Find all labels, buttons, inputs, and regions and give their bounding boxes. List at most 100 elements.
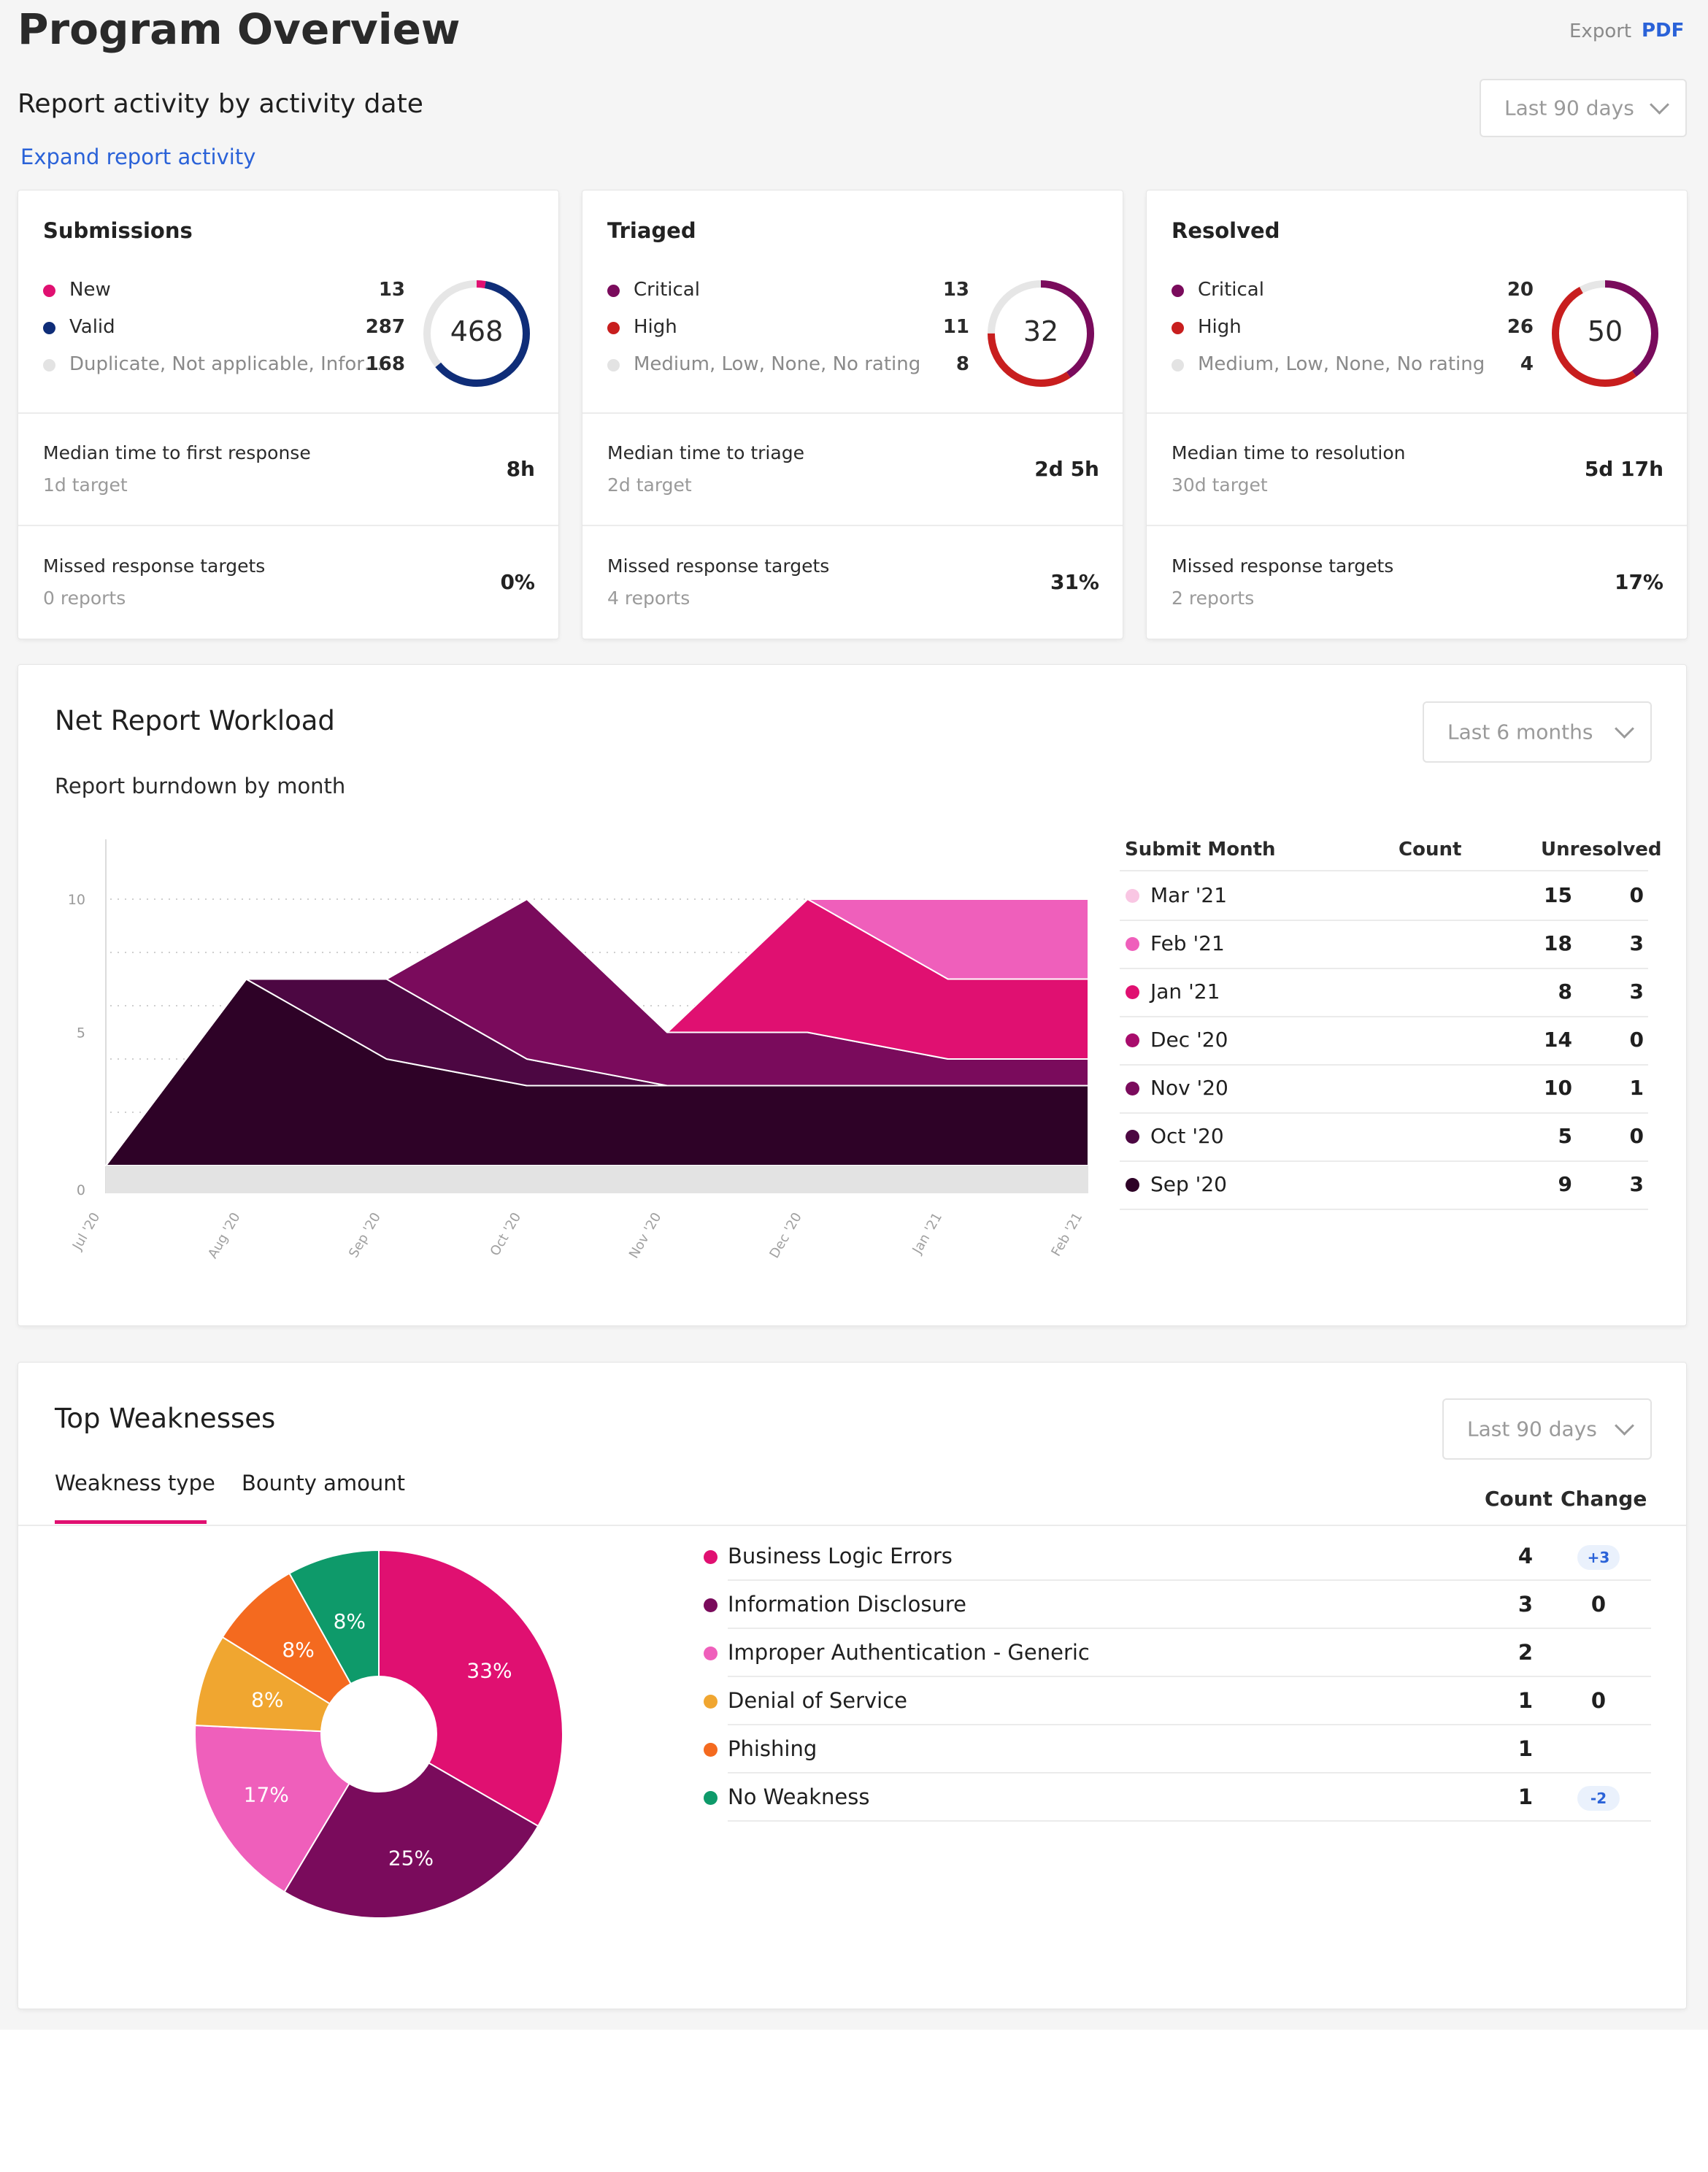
- metric-donut: [988, 280, 1094, 387]
- unresolved-cell: 1: [1629, 1076, 1644, 1100]
- month-cell: Jan '21: [1150, 979, 1220, 1004]
- unresolved-cell: 0: [1629, 1028, 1644, 1052]
- tab-weakness-type[interactable]: Weakness type: [55, 1471, 215, 1495]
- weakness-row: Phishing 1: [701, 1725, 1651, 1774]
- month-color-dot: [1126, 937, 1139, 951]
- y-tick-label: 10: [68, 892, 85, 908]
- tab-bounty-amount[interactable]: Bounty amount: [242, 1471, 406, 1495]
- card-divider: [582, 525, 1123, 526]
- weakness-name: Information Disclosure: [728, 1592, 966, 1617]
- workload-title: Net Report Workload: [55, 705, 335, 736]
- median-target: 2d target: [607, 474, 692, 496]
- weaknesses-range-dropdown[interactable]: Last 90 days: [1442, 1398, 1652, 1460]
- count-cell: 10: [1544, 1076, 1572, 1100]
- month-cell: Feb '21: [1150, 931, 1225, 955]
- weaknesses-title: Top Weaknesses: [55, 1403, 276, 1434]
- metric-total: 50: [1587, 315, 1623, 347]
- pie-slice-label: 8%: [282, 1638, 314, 1662]
- weakness-count: 2: [1517, 1640, 1533, 1665]
- expand-report-activity-link[interactable]: Expand report activity: [20, 145, 256, 169]
- weakness-name: Improper Authentication - Generic: [728, 1640, 1090, 1665]
- pie-slice: [283, 1733, 539, 1919]
- table-row: Mar '21 15 0: [1120, 871, 1648, 921]
- workload-range-value: Last 6 months: [1447, 720, 1593, 744]
- legend-row: High 11: [607, 313, 969, 342]
- pie-slice-label: 17%: [244, 1783, 289, 1807]
- donut-segment: [423, 280, 530, 387]
- change-badge: -2: [1577, 1786, 1620, 1811]
- month-color-dot: [1126, 985, 1139, 999]
- x-tick-label: Jul '20: [69, 1210, 103, 1253]
- missed-value: 17%: [1614, 570, 1663, 594]
- activity-range-dropdown[interactable]: Last 90 days: [1480, 79, 1687, 137]
- count-cell: 18: [1544, 931, 1572, 955]
- weakness-color-dot: [704, 1695, 718, 1709]
- y-tick-label: 0: [77, 1182, 85, 1198]
- metric-donut: [1552, 280, 1658, 387]
- table-row: Oct '20 5 0: [1120, 1112, 1648, 1162]
- legend-row: Medium, Low, None, No rating 4: [1172, 350, 1534, 380]
- missed-value: 0%: [500, 570, 535, 594]
- median-value: 5d 17h: [1584, 457, 1663, 481]
- legend-value: 11: [942, 316, 969, 338]
- weakness-name: Business Logic Errors: [728, 1544, 953, 1568]
- page-title: Program Overview: [18, 4, 461, 54]
- unresolved-cell: 3: [1629, 1172, 1644, 1196]
- table-header-count: Count: [1399, 839, 1462, 860]
- month-color-dot: [1126, 1033, 1139, 1047]
- weakness-name: Denial of Service: [728, 1688, 908, 1713]
- x-tick-label: Feb '21: [1048, 1210, 1085, 1259]
- count-cell: 15: [1544, 883, 1572, 907]
- month-color-dot: [1126, 1178, 1139, 1192]
- weakness-count: 1: [1517, 1688, 1533, 1713]
- weakness-name: Phishing: [728, 1736, 818, 1761]
- area-series-4: [105, 898, 1089, 1166]
- legend-row: Critical 13: [607, 276, 969, 305]
- row-divider: [728, 1724, 1651, 1725]
- legend-row: Valid 287: [43, 313, 405, 342]
- x-tick-label: Aug '20: [205, 1210, 244, 1261]
- card-divider: [1147, 525, 1687, 526]
- metric-card-resolved: Resolved Critical 20 High 26 Medium, Low, Non…: [1146, 190, 1688, 639]
- table-row: Dec '20 14 0: [1120, 1016, 1648, 1066]
- row-divider: [728, 1676, 1651, 1677]
- median-value: 8h: [506, 457, 535, 481]
- weakness-donut-chart: 33% 25% 17% 8% 8% 8%: [194, 1549, 563, 1919]
- unresolved-cell: 3: [1629, 979, 1644, 1004]
- month-cell: Sep '20: [1150, 1172, 1227, 1196]
- row-divider: [728, 1820, 1651, 1822]
- card-divider: [582, 412, 1123, 414]
- chevron-down-icon: [1615, 1416, 1634, 1436]
- row-divider: [728, 1772, 1651, 1774]
- month-cell: Nov '20: [1150, 1076, 1228, 1100]
- pie-slice-label: 8%: [251, 1687, 283, 1711]
- unresolved-cell: 0: [1629, 883, 1644, 907]
- metric-card-title: Triaged: [607, 218, 696, 243]
- row-divider: [728, 1628, 1651, 1629]
- metric-donut: [423, 280, 530, 387]
- weakness-count: 4: [1517, 1544, 1533, 1568]
- legend-dot: [607, 285, 620, 297]
- pie-slice-label: 8%: [334, 1609, 366, 1633]
- legend-value: 13: [378, 279, 405, 301]
- donut-segment: [988, 280, 1094, 387]
- workload-range-dropdown[interactable]: Last 6 months: [1423, 701, 1652, 763]
- change-badge: +3: [1577, 1545, 1620, 1570]
- legend-dot: [43, 285, 55, 297]
- count-cell: 14: [1544, 1028, 1572, 1052]
- median-target: 1d target: [43, 474, 128, 496]
- weakness-change: 0: [1590, 1592, 1607, 1617]
- legend-dot: [43, 359, 55, 371]
- metric-total: 32: [1023, 315, 1059, 347]
- export-pdf-link[interactable]: PDF: [1642, 20, 1685, 42]
- table-row: Nov '20 10 1: [1120, 1064, 1648, 1114]
- workload-subtitle: Report burndown by month: [55, 774, 346, 798]
- legend-value: 4: [1520, 353, 1534, 375]
- x-tick-label: Nov '20: [626, 1210, 665, 1261]
- card-divider: [18, 412, 558, 414]
- weakness-name: No Weakness: [728, 1784, 870, 1809]
- missed-sub: 0 reports: [43, 588, 126, 609]
- month-cell: Mar '21: [1150, 883, 1228, 907]
- weakness-header-count: Count: [1485, 1487, 1553, 1511]
- table-row: Feb '21 18 3: [1120, 920, 1648, 969]
